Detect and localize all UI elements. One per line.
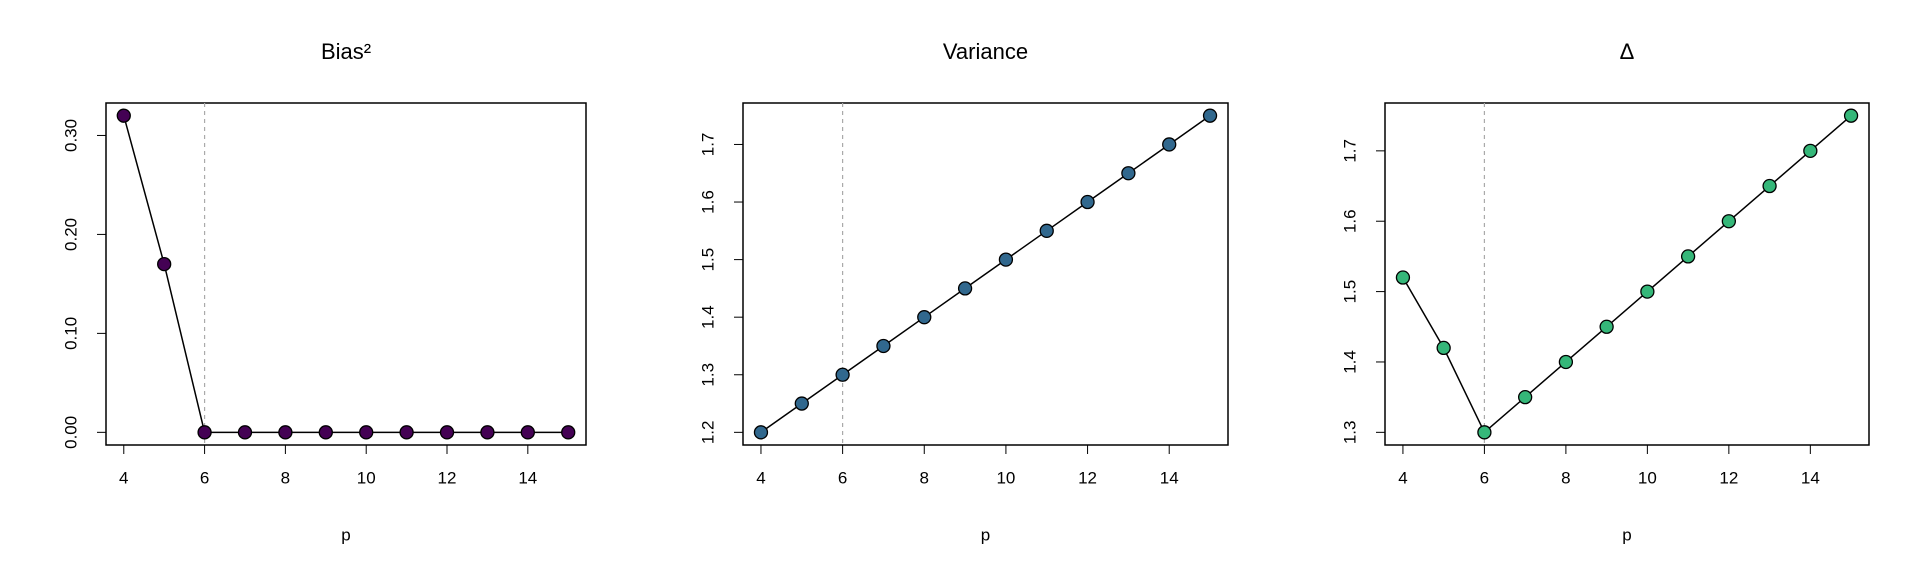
data-point	[876, 338, 891, 354]
y-tick-label: 1.3	[698, 363, 717, 387]
x-tick-label: 8	[1561, 468, 1570, 487]
data-point	[1436, 340, 1451, 356]
x-tick-label: 8	[920, 468, 929, 487]
y-tick-label: 1.2	[698, 421, 717, 445]
data-line	[760, 115, 1211, 433]
y-tick-label: 1.4	[698, 305, 717, 329]
data-point	[1721, 214, 1737, 229]
data-point	[399, 425, 414, 440]
data-point	[794, 396, 809, 411]
y-tick-label: 1.6	[698, 190, 717, 214]
data-point	[753, 425, 769, 440]
data-point	[1121, 166, 1136, 181]
x-tick-label: 12	[1078, 468, 1097, 487]
data-point	[237, 425, 253, 440]
data-point	[520, 425, 535, 440]
data-point	[1477, 425, 1492, 440]
y-tick-label: 1.5	[698, 248, 717, 272]
x-tick-label: 10	[996, 468, 1015, 487]
x-tick-label: 12	[438, 468, 457, 487]
data-point	[157, 256, 172, 272]
x-tick-label: 6	[838, 468, 847, 487]
x-axis-label: p	[981, 525, 990, 544]
data-point	[359, 425, 374, 440]
x-tick-label: 6	[1480, 468, 1489, 487]
data-point	[1762, 178, 1777, 194]
data-point	[957, 281, 973, 296]
x-tick-label: 12	[1719, 468, 1738, 487]
y-tick-label: 0.20	[61, 218, 80, 251]
data-point	[1640, 284, 1655, 299]
data-point	[116, 108, 131, 123]
x-tick-label: 8	[281, 468, 290, 487]
x-tick-label: 10	[357, 468, 376, 487]
y-tick-label: 1.5	[1340, 280, 1359, 304]
data-point	[561, 425, 576, 440]
plot-box	[1384, 102, 1870, 446]
y-tick-label: 1.4	[1340, 350, 1359, 374]
data-point	[278, 425, 293, 440]
chart-title: Bias²	[321, 39, 371, 64]
data-point	[1395, 270, 1411, 285]
x-tick-label: 14	[1160, 468, 1179, 487]
data-point	[1162, 137, 1177, 152]
x-tick-label: 4	[1398, 468, 1407, 487]
y-tick-label: 0.00	[61, 416, 80, 449]
chart-title: Variance	[943, 39, 1028, 64]
x-tick-label: 4	[756, 468, 765, 487]
y-tick-label: 1.6	[1340, 209, 1359, 233]
data-point	[1202, 108, 1218, 123]
x-axis-label: p	[341, 525, 350, 544]
y-tick-label: 1.3	[1340, 421, 1359, 445]
data-point	[1039, 223, 1054, 238]
data-point	[197, 425, 212, 440]
data-point	[917, 310, 932, 325]
x-axis-label: p	[1622, 525, 1631, 544]
y-tick-label: 1.7	[1340, 139, 1359, 163]
data-point	[998, 252, 1014, 267]
data-line	[123, 115, 569, 434]
data-point	[835, 367, 850, 382]
x-tick-label: 4	[119, 468, 128, 487]
plot-box	[742, 102, 1229, 446]
data-point	[1599, 319, 1614, 334]
data-point	[1558, 354, 1574, 370]
x-tick-label: 14	[1801, 468, 1820, 487]
data-point	[1517, 389, 1533, 405]
chart-title: Δ	[1620, 39, 1635, 64]
plot-box	[105, 102, 587, 446]
x-tick-label: 14	[518, 468, 537, 487]
data-point	[439, 425, 455, 440]
data-line	[1402, 115, 1852, 434]
x-tick-label: 6	[200, 468, 209, 487]
data-point	[1843, 108, 1859, 123]
y-tick-label: 0.30	[61, 119, 80, 152]
y-tick-label: 0.10	[61, 317, 80, 350]
y-tick-label: 1.7	[698, 133, 717, 157]
data-point	[1080, 194, 1095, 210]
x-tick-label: 10	[1638, 468, 1657, 487]
data-point	[1680, 249, 1696, 264]
data-point	[1803, 143, 1818, 159]
data-point	[480, 425, 495, 440]
data-point	[318, 425, 333, 440]
